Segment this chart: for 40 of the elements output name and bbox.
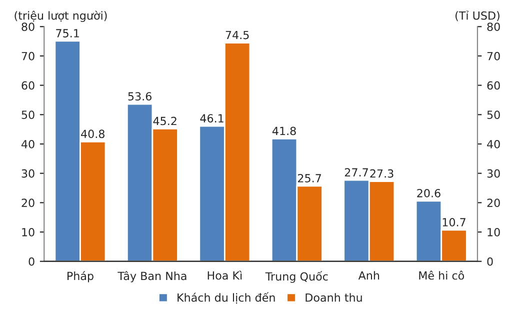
y2-tick-label: 80 bbox=[487, 22, 500, 31]
y-tick-label: 80 bbox=[22, 22, 34, 31]
x-tick-label: Tây Ban Nha bbox=[118, 271, 186, 282]
y2-tick-label: 40 bbox=[487, 140, 500, 148]
legend-label: Khách du lịch đến bbox=[178, 292, 275, 304]
y-tick-label: 70 bbox=[22, 52, 34, 60]
y2-tick-label: 50 bbox=[487, 110, 500, 120]
y2-tick-label: 30 bbox=[487, 169, 500, 178]
data-label: 75.1 bbox=[56, 29, 79, 38]
data-label: 74.5 bbox=[226, 30, 249, 40]
data-label: 27.3 bbox=[370, 169, 394, 178]
y-tick-label: 30 bbox=[22, 169, 34, 178]
y2-tick-label: 70 bbox=[487, 52, 500, 60]
y2-tick-label: 20 bbox=[487, 198, 500, 208]
data-label: 41.8 bbox=[272, 126, 296, 136]
y2-tick-label: 10 bbox=[488, 228, 500, 236]
y-tick-label: 0 bbox=[28, 257, 34, 266]
y-tick-label: 10 bbox=[22, 228, 34, 236]
x-tick-label: Hoa Kì bbox=[208, 270, 242, 280]
data-label: 46.1 bbox=[200, 114, 224, 123]
y-tick-label: 40 bbox=[21, 140, 34, 148]
y-tick-label: 20 bbox=[22, 198, 34, 208]
data-label: 20.6 bbox=[417, 188, 440, 198]
y2-tick-label: 0 bbox=[487, 257, 493, 266]
data-label: 27.7 bbox=[344, 168, 368, 176]
data-label: 53.6 bbox=[128, 92, 152, 101]
data-label: 25.7 bbox=[298, 174, 321, 182]
data-label: 10.7 bbox=[442, 218, 466, 226]
legend-label: Doanh thu bbox=[306, 293, 362, 302]
x-tick-label: Trung Quốc bbox=[265, 271, 328, 283]
y-tick-label: 50 bbox=[22, 110, 34, 120]
data-label: 45.2 bbox=[153, 116, 176, 126]
x-tick-label: Pháp bbox=[68, 271, 94, 282]
x-tick-label: Anh bbox=[358, 271, 380, 280]
y2-tick-label: 60 bbox=[487, 81, 500, 90]
y-tick-label: 60 bbox=[22, 81, 34, 90]
y-axis-title: (triệu lượt người) bbox=[14, 10, 107, 22]
x-tick-label: Mê hi cô bbox=[419, 270, 464, 280]
data-label: 40.8 bbox=[81, 130, 104, 138]
y2-axis-title: (Tỉ USD) bbox=[456, 10, 500, 22]
